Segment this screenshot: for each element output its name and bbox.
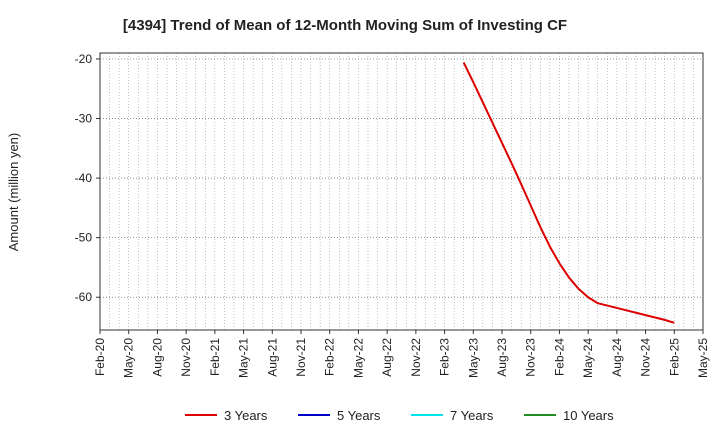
- plot-area: [100, 53, 703, 330]
- y-ticks: -20 -30 -40 -50 -60: [75, 52, 100, 304]
- x-tick-label: Feb-22: [323, 338, 337, 376]
- y-tick-label: -20: [75, 52, 93, 66]
- series: [462, 62, 675, 324]
- x-tick-label: Nov-24: [639, 338, 653, 377]
- x-tick-label: Feb-20: [93, 338, 107, 376]
- legend: 3 Years 5 Years 7 Years 10 Years: [185, 408, 614, 423]
- x-tick-label: May-21: [237, 338, 251, 378]
- legend-label: 10 Years: [563, 408, 614, 423]
- x-ticks: Feb-20 May-20 Aug-20 Nov-20 Feb-21 May-21 Aug-…: [93, 330, 710, 378]
- legend-label: 7 Years: [450, 408, 494, 423]
- x-tick-label: May-20: [122, 338, 136, 378]
- chart-title: [4394] Trend of Mean of 12-Month Moving …: [123, 17, 567, 34]
- y-axis-label: Amount (million yen): [6, 133, 21, 252]
- series-line-3-years: [462, 62, 675, 324]
- legend-label: 3 Years: [224, 408, 268, 423]
- x-tick-label: Nov-20: [179, 338, 193, 377]
- x-tick-label: Aug-24: [610, 338, 624, 377]
- x-tick-label: May-23: [466, 338, 480, 378]
- x-tick-label: Feb-25: [667, 338, 681, 376]
- x-tick-label: May-22: [351, 338, 365, 378]
- x-tick-label: Feb-24: [552, 338, 566, 376]
- x-tick-label: Aug-20: [150, 338, 164, 377]
- x-tick-label: Aug-23: [495, 338, 509, 377]
- plot-frame: [99, 52, 704, 331]
- x-tick-label: Nov-23: [524, 338, 538, 377]
- x-tick-label: Nov-21: [294, 338, 308, 377]
- x-tick-label: Feb-23: [438, 338, 452, 376]
- x-tick-label: Aug-21: [265, 338, 279, 377]
- x-tick-label: Aug-22: [380, 338, 394, 377]
- x-tick-label: Feb-21: [208, 338, 222, 376]
- y-tick-label: -60: [75, 290, 93, 304]
- x-tick-label: May-24: [581, 338, 595, 378]
- x-tick-label: May-25: [696, 338, 710, 378]
- y-tick-label: -30: [75, 112, 93, 126]
- y-tick-label: -40: [75, 171, 93, 185]
- y-tick-label: -50: [75, 231, 93, 245]
- x-tick-label: Nov-22: [409, 338, 423, 377]
- legend-label: 5 Years: [337, 408, 381, 423]
- grid: [100, 53, 703, 330]
